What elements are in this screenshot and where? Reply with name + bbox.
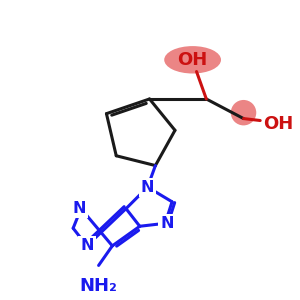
- Text: N: N: [80, 238, 94, 253]
- Text: N: N: [141, 180, 154, 195]
- Text: NH₂: NH₂: [80, 277, 118, 295]
- Ellipse shape: [231, 100, 256, 125]
- Text: N: N: [72, 201, 86, 216]
- Text: N: N: [160, 216, 174, 231]
- Text: OH: OH: [178, 51, 208, 69]
- Text: OH: OH: [263, 116, 293, 134]
- Ellipse shape: [164, 46, 221, 74]
